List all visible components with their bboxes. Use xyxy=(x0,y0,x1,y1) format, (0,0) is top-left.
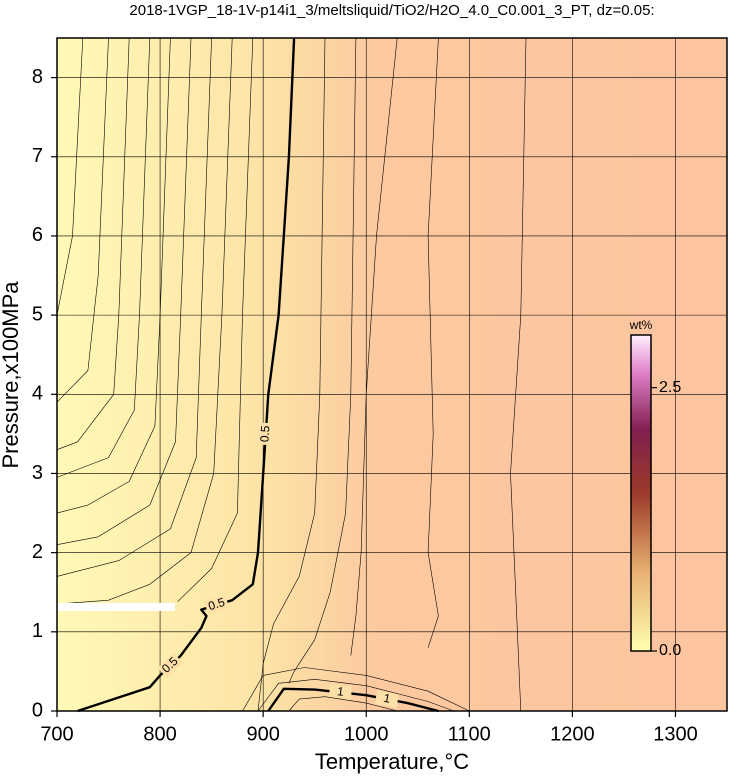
y-tick-label: 2 xyxy=(32,541,43,563)
contour-label-bg xyxy=(204,594,230,615)
contour-line xyxy=(288,696,398,712)
y-tick-label: 6 xyxy=(32,224,43,246)
x-tick-label: 1000 xyxy=(344,723,389,745)
contour-line xyxy=(177,37,254,602)
contour-line xyxy=(257,679,454,712)
y-axis-title: Pressure,x100MPa xyxy=(0,281,23,469)
colorbar-label: wt% xyxy=(629,318,653,332)
y-tick-label: 5 xyxy=(32,303,43,325)
missing-data xyxy=(57,603,175,611)
contour-label: 1 xyxy=(382,691,392,706)
chart-title: 2018-1VGP_18-1V-p14i1_3/meltsliquid/TiO2… xyxy=(129,2,654,19)
colorbar-tick-label: 2.5 xyxy=(659,379,681,396)
contour-line xyxy=(56,37,171,514)
colorbar xyxy=(630,334,652,652)
contour-label: 0.5 xyxy=(206,595,226,613)
contour-line xyxy=(257,37,326,712)
contour-label: 1 xyxy=(336,684,344,699)
contour-line xyxy=(288,37,357,684)
contour-line xyxy=(242,667,470,712)
contour-line xyxy=(427,37,439,648)
y-tick-label: 7 xyxy=(32,145,43,167)
x-tick-label: 1100 xyxy=(448,723,491,745)
contour-line xyxy=(510,37,527,712)
x-tick-label: 800 xyxy=(143,723,176,745)
contour-line xyxy=(56,37,212,577)
contour-label-bg xyxy=(157,652,184,679)
contour-line xyxy=(56,37,84,316)
plot-background xyxy=(57,38,727,711)
y-tick-label: 1 xyxy=(32,620,43,642)
x-tick-label: 900 xyxy=(246,723,279,745)
contours: 0.50.50.51 1 xyxy=(56,37,527,713)
y-tick-label: 4 xyxy=(32,383,43,405)
contour-label: 0.5 xyxy=(257,425,272,443)
plot-frame xyxy=(56,37,728,712)
colorbar-tick-label: 0.0 xyxy=(659,642,681,659)
x-tick-label: 1300 xyxy=(653,723,698,745)
y-tick-label: 3 xyxy=(32,462,43,484)
contour-label-bg xyxy=(258,422,274,446)
x-tick-label: 700 xyxy=(40,723,73,745)
y-tick-label: 8 xyxy=(32,66,43,88)
contour-line xyxy=(56,37,109,403)
x-tick-label: 1200 xyxy=(550,723,595,745)
x-axis-title: Temperature,°C xyxy=(315,749,469,774)
y-tick-label: 0 xyxy=(32,699,43,721)
contour-line xyxy=(56,37,151,478)
contour-line xyxy=(56,37,233,605)
contour-line xyxy=(56,37,130,450)
contour-label-bg xyxy=(328,684,353,701)
contour-label-bg xyxy=(374,690,399,709)
contour-line xyxy=(56,37,192,545)
contour-line xyxy=(350,37,398,656)
